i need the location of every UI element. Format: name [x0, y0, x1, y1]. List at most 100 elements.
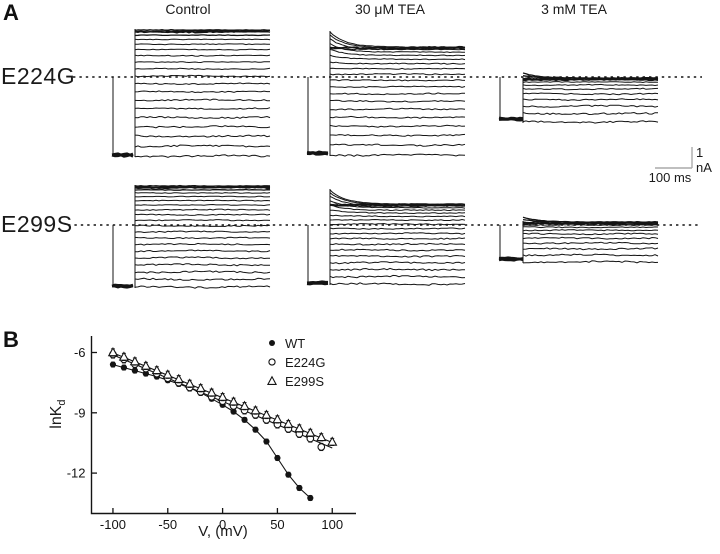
- current-trace: [134, 30, 271, 33]
- current-trace: [329, 31, 466, 48]
- current-trace: [329, 54, 466, 61]
- y-axis-label-sub: d: [56, 399, 69, 406]
- data-point-wt: [120, 364, 128, 371]
- current-trace: [134, 188, 271, 191]
- current-trace: [134, 192, 271, 194]
- legend-item-e224g: E224G: [259, 353, 325, 371]
- column-header-tea30: 30 μM TEA: [354, 1, 426, 17]
- current-trace: [329, 79, 466, 82]
- column-header-control: Control: [165, 1, 211, 17]
- legend-marker-icon: [268, 358, 276, 366]
- current-trace: [134, 256, 270, 260]
- data-point-e299s: [206, 387, 217, 397]
- current-trace: [329, 242, 466, 246]
- current-trace: [329, 43, 466, 54]
- current-trace: [329, 38, 466, 51]
- prepulse-baseline: [111, 284, 134, 289]
- current-trace: [522, 98, 659, 102]
- current-trace: [134, 144, 271, 148]
- legend-filled-circle-icon: [269, 340, 275, 346]
- data-point-e299s: [195, 382, 206, 393]
- data-point-e299s: [294, 422, 305, 433]
- legend-marker-open-circle: [259, 355, 285, 369]
- traces-e224g-control: [111, 28, 271, 158]
- current-trace: [329, 124, 466, 128]
- data-point-e299s: [261, 409, 272, 419]
- current-trace: [134, 34, 271, 37]
- current-trace: [134, 219, 271, 222]
- x-axis-label: V, (mV): [198, 523, 248, 540]
- current-trace: [329, 261, 466, 265]
- data-point-wt: [285, 471, 292, 478]
- current-trace: [329, 274, 466, 279]
- current-trace: [329, 214, 466, 218]
- data-point-e299s: [250, 405, 261, 415]
- y-tick-label: -12: [67, 466, 86, 481]
- current-trace: [134, 61, 271, 64]
- data-point-wt: [274, 454, 281, 462]
- current-trace: [329, 67, 466, 70]
- current-trace: [330, 85, 466, 89]
- data-point-e299s: [272, 413, 283, 424]
- current-trace: [134, 67, 271, 71]
- current-trace: [329, 73, 466, 76]
- current-trace: [329, 92, 466, 96]
- current-trace: [134, 203, 271, 207]
- current-trace: [522, 241, 659, 245]
- current-trace: [329, 254, 466, 258]
- current-trace: [329, 192, 466, 206]
- current-trace: [134, 236, 271, 240]
- current-trace: [522, 83, 659, 87]
- current-trace: [134, 195, 271, 198]
- current-trace: [329, 107, 466, 111]
- data-point-e299s: [129, 356, 141, 366]
- current-trace: [134, 107, 271, 110]
- current-trace: [134, 208, 271, 211]
- current-trace: [522, 218, 659, 224]
- y-axis-label: lnKd: [48, 382, 68, 446]
- current-trace: [329, 204, 466, 212]
- prepulse-baseline: [306, 151, 329, 156]
- traces-e299s-control: [111, 184, 271, 289]
- current-trace: [522, 247, 659, 251]
- current-trace: [330, 99, 466, 103]
- current-trace: [330, 133, 466, 137]
- current-trace: [523, 78, 659, 81]
- current-trace: [134, 54, 271, 57]
- current-trace: [134, 48, 271, 51]
- legend-marker-filled-circle: [259, 336, 285, 350]
- prepulse-baseline: [498, 117, 524, 122]
- data-point-wt: [263, 438, 270, 445]
- data-point-e299s: [118, 351, 130, 361]
- plot-axes: [90, 336, 356, 515]
- current-trace: [329, 34, 466, 49]
- current-trace: [330, 209, 466, 215]
- current-trace: [329, 195, 466, 207]
- current-trace: [134, 263, 270, 267]
- traces-e224g-tea3mm: [498, 72, 659, 124]
- current-trace: [329, 248, 466, 252]
- current-trace: [329, 227, 466, 230]
- x-tick-label: -100: [100, 517, 126, 532]
- legend-marker-open-triangle: [259, 374, 285, 388]
- panel-a-label: A: [3, 0, 19, 25]
- legend-item-e299s: E299S: [259, 372, 325, 390]
- data-point-e299s: [217, 391, 228, 401]
- data-point-e299s: [184, 378, 195, 388]
- x-tick-label: 50: [270, 517, 284, 532]
- current-trace: [134, 98, 270, 102]
- legend-label-wt: WT: [285, 335, 306, 351]
- data-point-wt: [131, 367, 138, 374]
- legend-open-triangle-icon: [266, 375, 278, 385]
- current-trace: [522, 223, 659, 227]
- current-trace: [134, 277, 271, 281]
- data-point-wt: [230, 408, 237, 415]
- current-trace: [329, 61, 466, 65]
- current-trace: [522, 92, 659, 96]
- data-point-e224g: [317, 443, 326, 451]
- current-trace: [134, 249, 271, 253]
- current-trace: [134, 82, 271, 86]
- current-trace: [329, 282, 466, 286]
- panel-b-label: B: [3, 327, 19, 352]
